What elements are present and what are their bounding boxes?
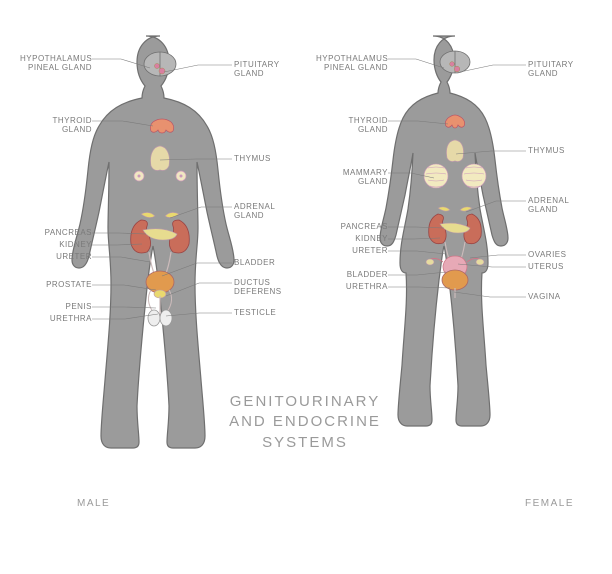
label-female_right-vagina: VAGINA bbox=[528, 292, 600, 301]
mammary-right-icon bbox=[462, 164, 486, 188]
ovary-right-icon bbox=[476, 259, 484, 265]
label-male_right-pituitary: PITUITARYGLAND bbox=[234, 60, 306, 78]
pituitary-icon bbox=[454, 66, 460, 72]
label-female_right-uterus: UTERUS bbox=[528, 262, 600, 271]
label-male_left-urethra: URETHRA bbox=[20, 314, 92, 323]
bladder-icon bbox=[442, 270, 468, 290]
label-male_right-thymus: THYMUS bbox=[234, 154, 306, 163]
label-female_left-hypothalamus: HYPOTHALAMUSPINEAL GLAND bbox=[316, 54, 388, 72]
label-male_right-ductus: DUCTUSDEFERENS bbox=[234, 278, 306, 296]
title-line-3: SYSTEMS bbox=[262, 434, 348, 451]
mammary-left-icon bbox=[424, 164, 448, 188]
label-female_right-ovaries: OVARIES bbox=[528, 250, 600, 259]
male-figure bbox=[65, 30, 255, 500]
label-male_left-ureter: URETER bbox=[20, 252, 92, 261]
label-male_left-hypothalamus: HYPOTHALAMUSPINEAL GLAND bbox=[20, 54, 92, 72]
label-male_right-bladder: BLADDER bbox=[234, 258, 306, 267]
label-female_left-mammary: MAMMARYGLAND bbox=[316, 168, 388, 186]
label-male_left-pancreas: PANCREAS bbox=[20, 228, 92, 237]
pineal-icon bbox=[155, 64, 160, 69]
caption-female: FEMALE bbox=[525, 498, 574, 509]
label-male_left-kidney: KIDNEY bbox=[20, 240, 92, 249]
testicle-right-icon bbox=[160, 310, 172, 326]
label-male_left-prostate: PROSTATE bbox=[20, 280, 92, 289]
label-female_left-ureter: URETER bbox=[316, 246, 388, 255]
pituitary-icon bbox=[159, 68, 165, 74]
thymus-icon bbox=[151, 146, 170, 171]
testicle-left-icon bbox=[148, 310, 160, 326]
thymus-icon bbox=[446, 140, 463, 162]
label-male_right-adrenal: ADRENALGLAND bbox=[234, 202, 306, 220]
label-female_right-pituitary: PITUITARYGLAND bbox=[528, 60, 600, 78]
label-female_left-thyroid: THYROIDGLAND bbox=[316, 116, 388, 134]
label-female_left-bladder: BLADDER bbox=[316, 270, 388, 279]
label-male_left-thyroid: THYROIDGLAND bbox=[20, 116, 92, 134]
label-female_left-kidney: KIDNEY bbox=[316, 234, 388, 243]
thyroid-icon bbox=[150, 119, 173, 133]
label-female_left-urethra: URETHRA bbox=[316, 282, 388, 291]
label-male_left-penis: PENIS bbox=[20, 302, 92, 311]
pineal-icon bbox=[450, 62, 455, 67]
label-female_right-adrenal: ADRENALGLAND bbox=[528, 196, 600, 214]
ovary-left-icon bbox=[426, 259, 434, 265]
female-figure bbox=[370, 30, 540, 490]
label-female_right-thymus: THYMUS bbox=[528, 146, 600, 155]
label-female_left-pancreas: PANCREAS bbox=[316, 222, 388, 231]
male-body bbox=[72, 36, 234, 448]
label-male_right-testicle: TESTICLE bbox=[234, 308, 306, 317]
